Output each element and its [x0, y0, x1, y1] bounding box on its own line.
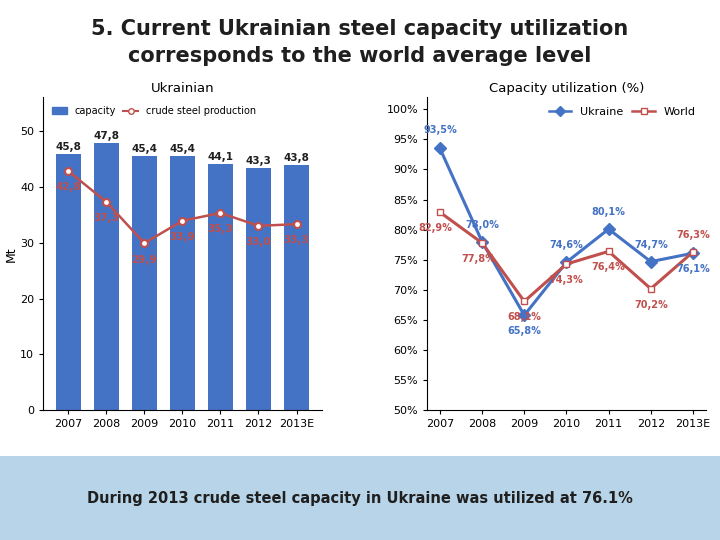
Text: 70,2%: 70,2% — [634, 300, 667, 310]
Title: Capacity utilization (%): Capacity utilization (%) — [489, 82, 644, 94]
Text: corresponds to the world average level: corresponds to the world average level — [128, 46, 592, 66]
Text: 80,1%: 80,1% — [592, 207, 626, 217]
Text: 47,8: 47,8 — [94, 131, 120, 141]
Text: 74,3%: 74,3% — [549, 275, 583, 285]
Text: 74,6%: 74,6% — [549, 240, 583, 250]
Text: 82,9%: 82,9% — [419, 224, 453, 233]
Text: 65,8%: 65,8% — [508, 326, 541, 336]
Text: 76,1%: 76,1% — [676, 264, 710, 274]
Y-axis label: Mt: Mt — [4, 246, 17, 261]
Text: 76,3%: 76,3% — [676, 230, 710, 240]
Text: 68,1%: 68,1% — [508, 313, 541, 322]
Text: 76,4%: 76,4% — [592, 262, 626, 273]
Bar — [56, 154, 81, 410]
Legend: capacity, crude steel production: capacity, crude steel production — [48, 102, 260, 120]
Text: During 2013 crude steel capacity in Ukraine was utilized at 76.1%: During 2013 crude steel capacity in Ukra… — [87, 491, 633, 505]
Title: Ukrainian: Ukrainian — [150, 82, 214, 94]
Text: 78,0%: 78,0% — [465, 220, 499, 229]
Text: Source: WSA, OECD, UPE Co.: Source: WSA, OECD, UPE Co. — [427, 480, 557, 488]
Text: 45,4: 45,4 — [169, 144, 195, 154]
Text: 45,8: 45,8 — [55, 142, 81, 152]
Text: 45,4: 45,4 — [131, 144, 157, 154]
Text: 5. Current Ukrainian steel capacity utilization: 5. Current Ukrainian steel capacity util… — [91, 19, 629, 39]
Text: 44,1: 44,1 — [207, 152, 233, 161]
Text: 35,3: 35,3 — [207, 224, 233, 234]
Text: Source: State Statistics Service of Ukraine: Source: State Statistics Service of Ukra… — [43, 480, 235, 488]
Text: 33,0: 33,0 — [246, 237, 271, 247]
Text: 37,3: 37,3 — [94, 213, 120, 223]
Text: 77,8%: 77,8% — [461, 254, 495, 264]
Bar — [246, 168, 271, 410]
Text: 33,9: 33,9 — [169, 232, 195, 242]
Text: 74,7%: 74,7% — [634, 240, 667, 249]
Text: 93,5%: 93,5% — [423, 125, 456, 135]
Bar — [284, 165, 309, 410]
Bar — [170, 157, 194, 410]
Text: 42,8: 42,8 — [55, 182, 81, 192]
Legend: Ukraine, World: Ukraine, World — [545, 103, 700, 122]
Text: 29,9: 29,9 — [132, 255, 157, 266]
Text: 33,3: 33,3 — [284, 235, 310, 245]
Bar — [94, 143, 119, 410]
Bar — [132, 157, 157, 410]
Text: 43,8: 43,8 — [284, 153, 310, 163]
Text: 43,3: 43,3 — [246, 156, 271, 166]
Bar — [208, 164, 233, 410]
